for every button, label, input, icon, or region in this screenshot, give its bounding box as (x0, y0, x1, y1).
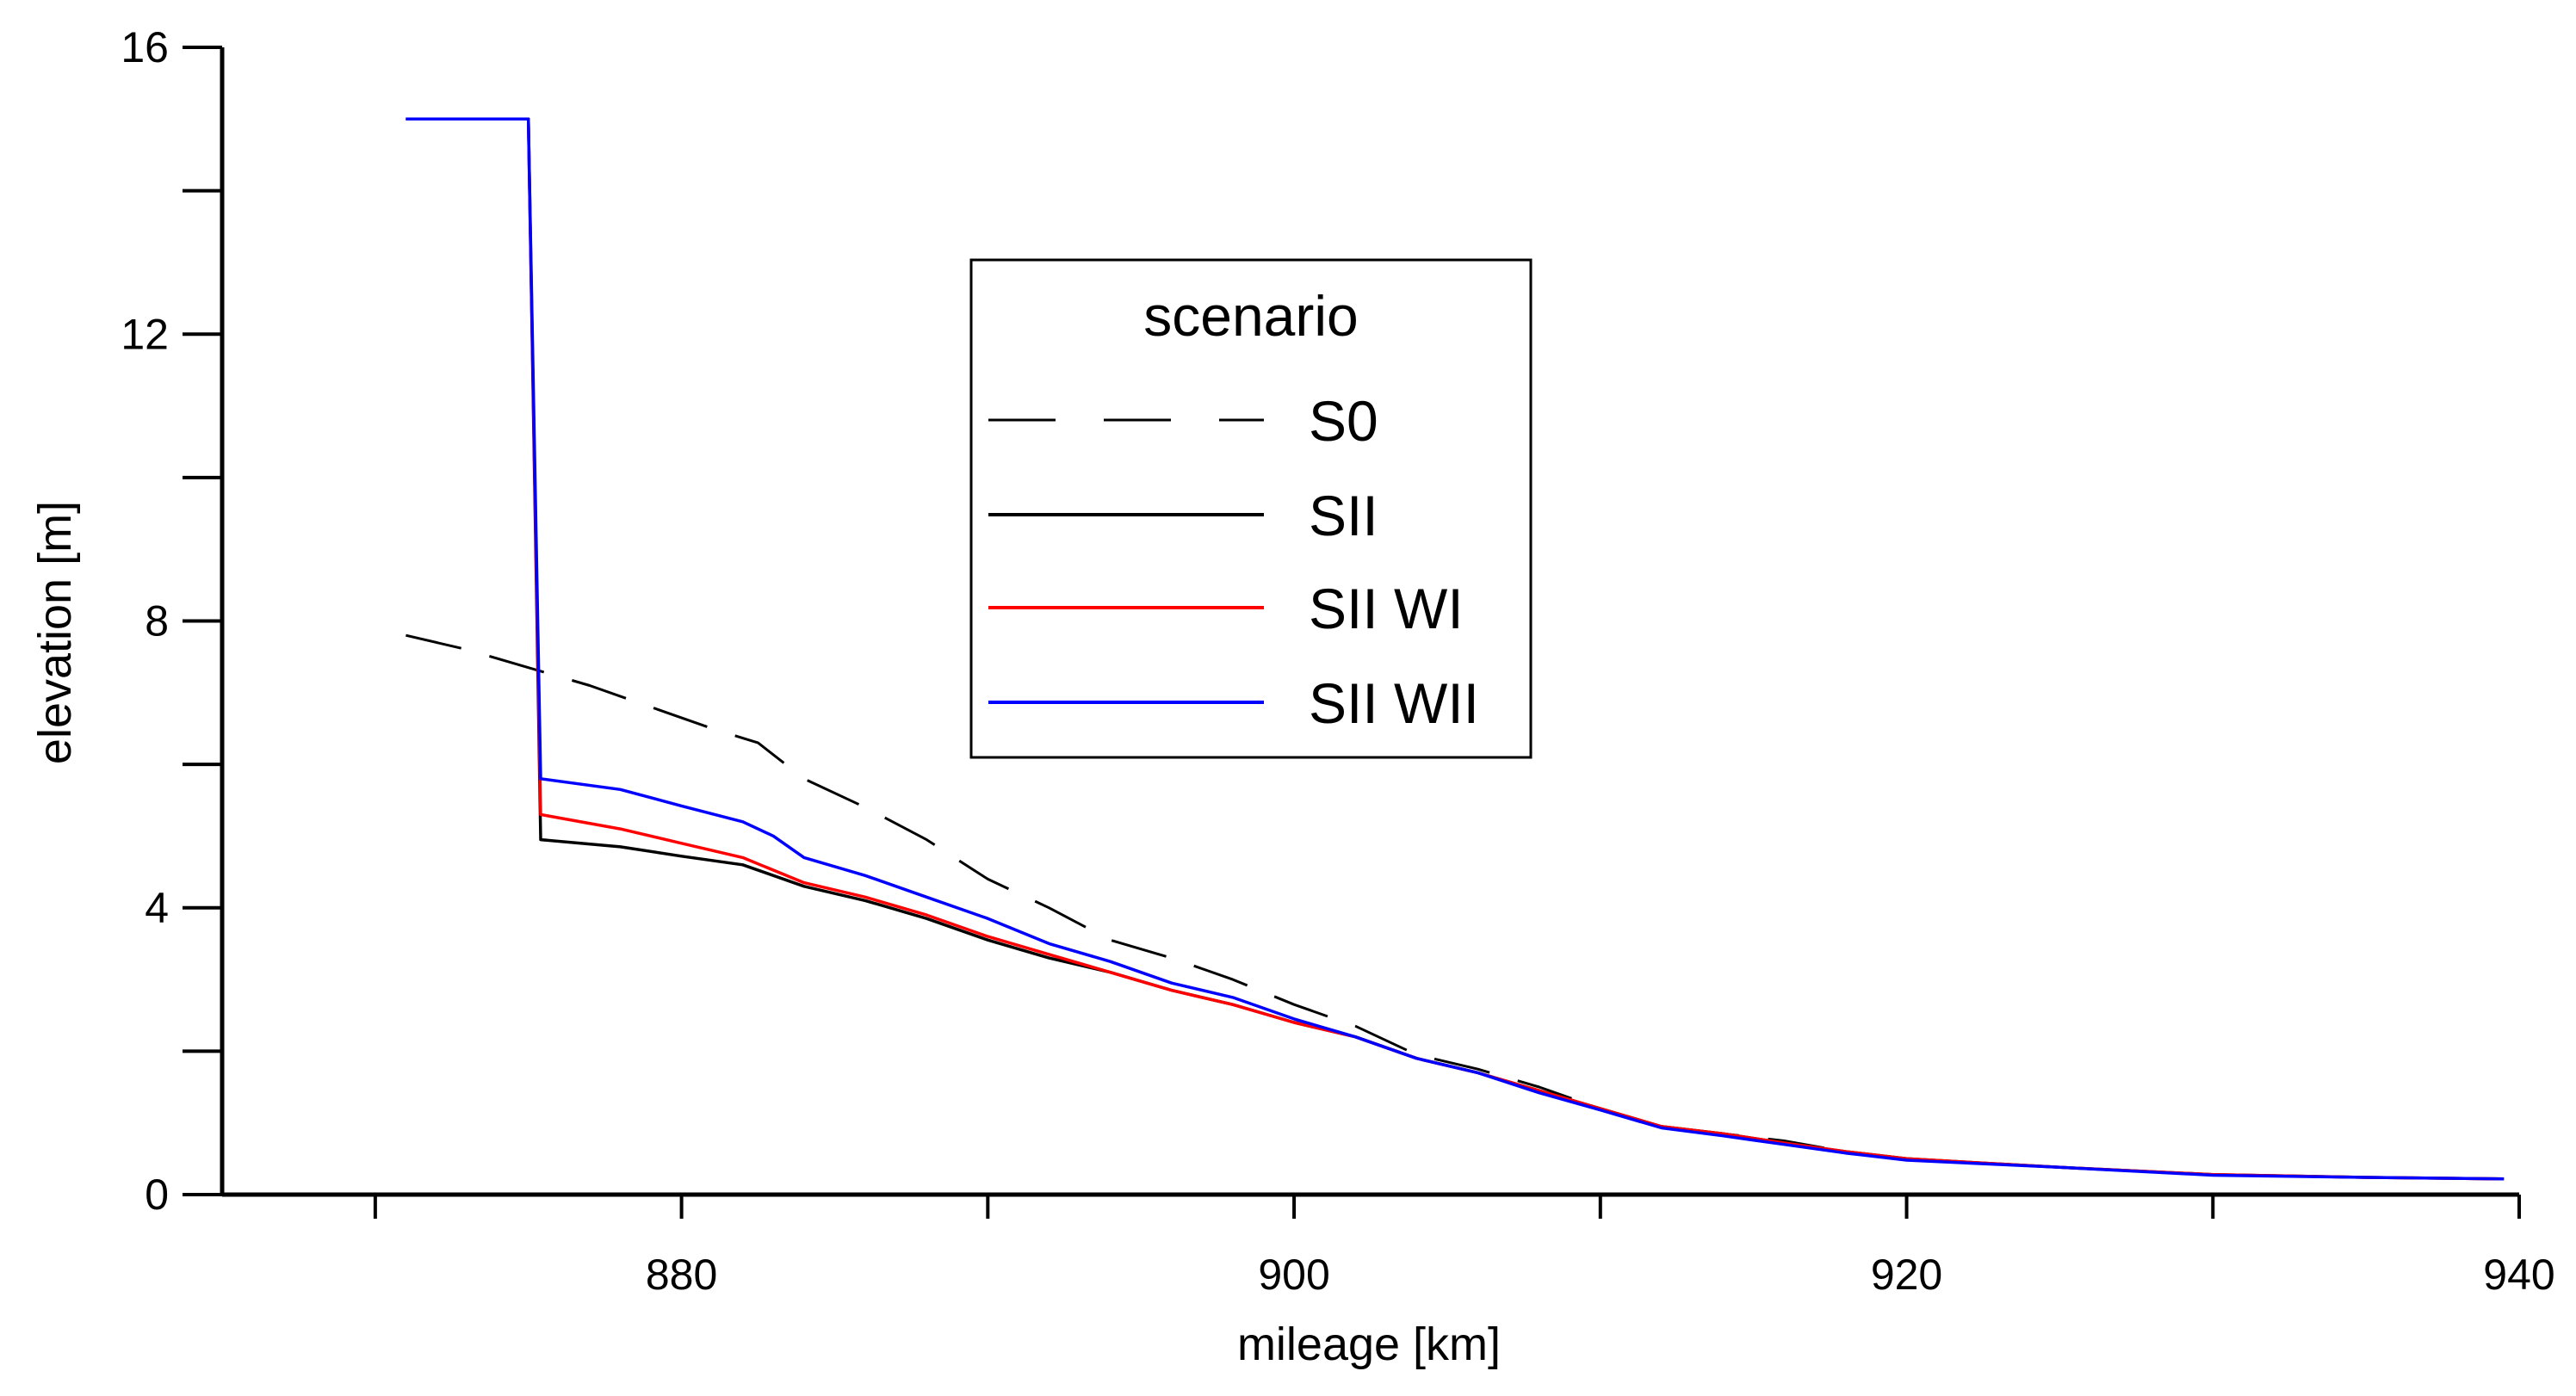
x-axis-label: mileage [km] (1237, 1319, 1501, 1370)
legend-title: scenario (1143, 284, 1358, 348)
legend-label-sii: SII (1309, 484, 1378, 547)
x-tick-label: 920 (1871, 1251, 1942, 1299)
series-lines (406, 117, 2505, 1181)
y-tick-label: 16 (121, 23, 169, 71)
y-tick-label: 4 (145, 884, 169, 932)
x-tick-label: 900 (1258, 1251, 1329, 1299)
axes: 0 4 8 12 16 880 900 920 940 (121, 23, 2554, 1299)
x-tick-label: 880 (646, 1251, 717, 1299)
legend-label-s0: S0 (1309, 389, 1378, 453)
legend-items: S0 SII SII WI SII WII (988, 389, 1479, 735)
series-line-sii-wii (406, 117, 2505, 1181)
y-tick-label: 12 (121, 310, 169, 358)
legend: scenario S0 SII SII WI SII WII (969, 258, 1533, 759)
legend-box (969, 258, 1533, 759)
y-axis-label: elevation [m] (29, 501, 81, 764)
y-tick-label: 8 (145, 597, 169, 645)
y-tick-label: 0 (145, 1171, 169, 1219)
legend-label-sii-wi: SII WI (1309, 577, 1464, 640)
legend-label-sii-wii: SII WII (1309, 671, 1479, 735)
x-tick-label: 940 (2483, 1251, 2554, 1299)
